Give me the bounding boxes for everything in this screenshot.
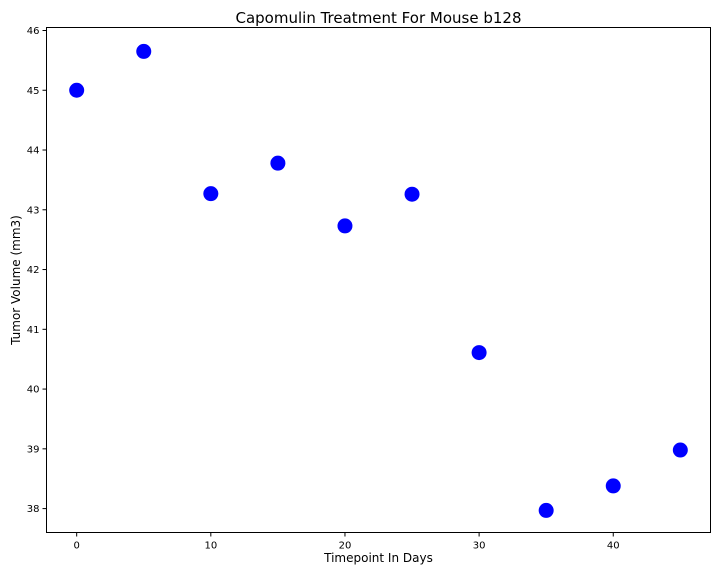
x-tick-label: 10 xyxy=(204,541,217,552)
data-point xyxy=(538,502,554,518)
x-tick-label: 0 xyxy=(73,541,79,552)
y-tick-label: 39 xyxy=(27,444,40,455)
y-tick-label: 44 xyxy=(27,146,40,157)
data-point xyxy=(203,186,219,202)
y-axis-label: Tumor Volume (mm3) xyxy=(9,215,23,346)
y-tick-label: 41 xyxy=(27,325,40,336)
y-tick-label: 38 xyxy=(27,504,40,515)
data-point xyxy=(337,218,353,234)
y-tick-label: 40 xyxy=(27,385,40,396)
plot-frame xyxy=(46,27,711,533)
y-tick-label: 43 xyxy=(27,205,40,216)
chart-title: Capomulin Treatment For Mouse b128 xyxy=(236,9,522,27)
data-point xyxy=(69,82,85,98)
y-tick-label: 45 xyxy=(27,86,40,97)
y-tick-label: 42 xyxy=(27,265,40,276)
data-point xyxy=(672,442,688,458)
data-point xyxy=(136,43,152,59)
x-axis: 0 10 20 30 40 xyxy=(73,532,620,552)
x-tick-label: 20 xyxy=(339,541,352,552)
y-axis: 38 39 40 41 42 43 44 45 46 xyxy=(27,26,47,515)
data-point xyxy=(605,478,621,494)
y-tick-label: 46 xyxy=(27,26,40,37)
x-axis-label: Timepoint In Days xyxy=(323,551,433,565)
data-point xyxy=(404,186,420,202)
data-point xyxy=(270,155,286,171)
data-point xyxy=(471,345,487,361)
data-points xyxy=(69,43,688,518)
x-tick-label: 30 xyxy=(473,541,486,552)
x-tick-label: 40 xyxy=(607,541,620,552)
